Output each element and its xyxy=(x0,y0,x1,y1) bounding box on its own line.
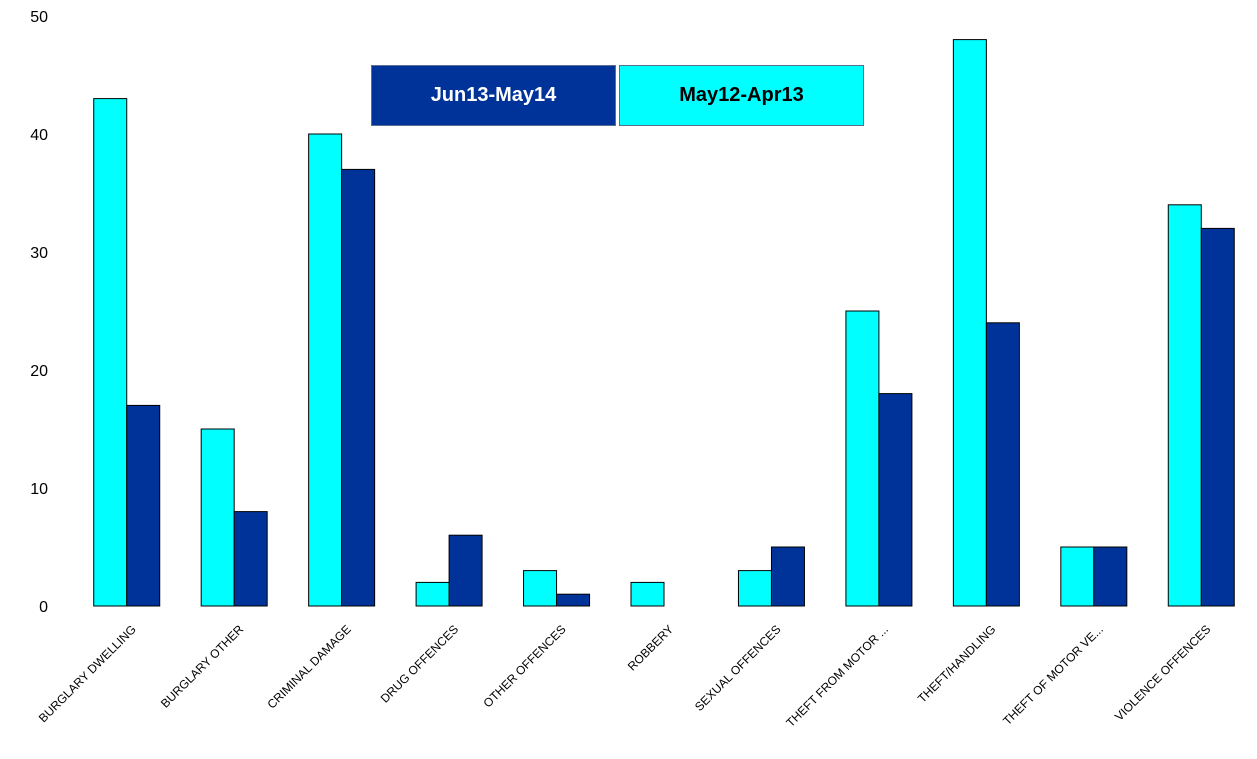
bar-may12-apr13 xyxy=(630,581,665,607)
bar-may12-apr13 xyxy=(1060,546,1095,607)
x-category-label: OTHER OFFENCES xyxy=(481,622,569,710)
bar-may12-apr13 xyxy=(308,133,343,607)
x-category-label: THEFT FROM MOTOR ... xyxy=(783,622,891,730)
y-tick-label: 20 xyxy=(30,363,48,380)
bar-may12-apr13 xyxy=(523,570,558,607)
bar-jun13-may14 xyxy=(1093,546,1128,607)
bar-may12-apr13 xyxy=(415,581,450,607)
x-category-label: ROBBERY xyxy=(625,622,676,673)
x-category-label: BURGLARY DWELLING xyxy=(36,622,139,725)
x-category-label: BURGLARY OTHER xyxy=(158,622,247,711)
bar-jun13-may14 xyxy=(448,534,483,607)
y-tick-label: 10 xyxy=(30,481,48,498)
bar-jun13-may14 xyxy=(233,511,268,607)
bar-jun13-may14 xyxy=(985,322,1020,607)
x-category-label: SEXUAL OFFENCES xyxy=(692,622,784,714)
bar-may12-apr13 xyxy=(1167,204,1202,607)
y-tick-label: 50 xyxy=(30,9,48,26)
y-tick-label: 40 xyxy=(30,127,48,144)
bar-may12-apr13 xyxy=(737,570,772,607)
bar-may12-apr13 xyxy=(200,428,235,607)
bar-may12-apr13 xyxy=(845,310,880,607)
x-axis: BURGLARY DWELLING BURGLARY OTHER CRIMINAL … xyxy=(36,622,1214,730)
legend-label-jun13-may14: Jun13-May14 xyxy=(430,84,557,106)
bar-jun13-may14 xyxy=(341,168,376,607)
bar-jun13-may14 xyxy=(1200,227,1235,607)
x-category-label: VIOLENCE OFFENCES xyxy=(1112,622,1213,723)
bar-may12-apr13 xyxy=(93,98,128,607)
x-category-label: CRIMINAL DAMAGE xyxy=(264,622,353,711)
x-category-label: THEFT OF MOTOR VE... xyxy=(1000,622,1106,728)
bar-jun13-may14 xyxy=(878,393,913,607)
y-axis: 0 10 20 30 40 50 xyxy=(30,9,48,616)
legend-item-jun13-may14: Jun13-May14 xyxy=(371,65,616,126)
legend-label-may12-apr13: May12-Apr13 xyxy=(679,84,804,106)
y-tick-label: 0 xyxy=(39,599,48,616)
legend-item-may12-apr13: May12-Apr13 xyxy=(619,65,864,126)
bar-jun13-may14 xyxy=(556,593,591,607)
y-tick-label: 30 xyxy=(30,245,48,262)
bar-may12-apr13 xyxy=(952,39,987,607)
bar-jun13-may14 xyxy=(770,546,805,607)
x-category-label: THEFT/HANDLING xyxy=(915,622,998,705)
bar-jun13-may14 xyxy=(126,404,161,607)
bars xyxy=(93,39,1235,607)
x-category-label: DRUG OFFENCES xyxy=(378,622,461,705)
